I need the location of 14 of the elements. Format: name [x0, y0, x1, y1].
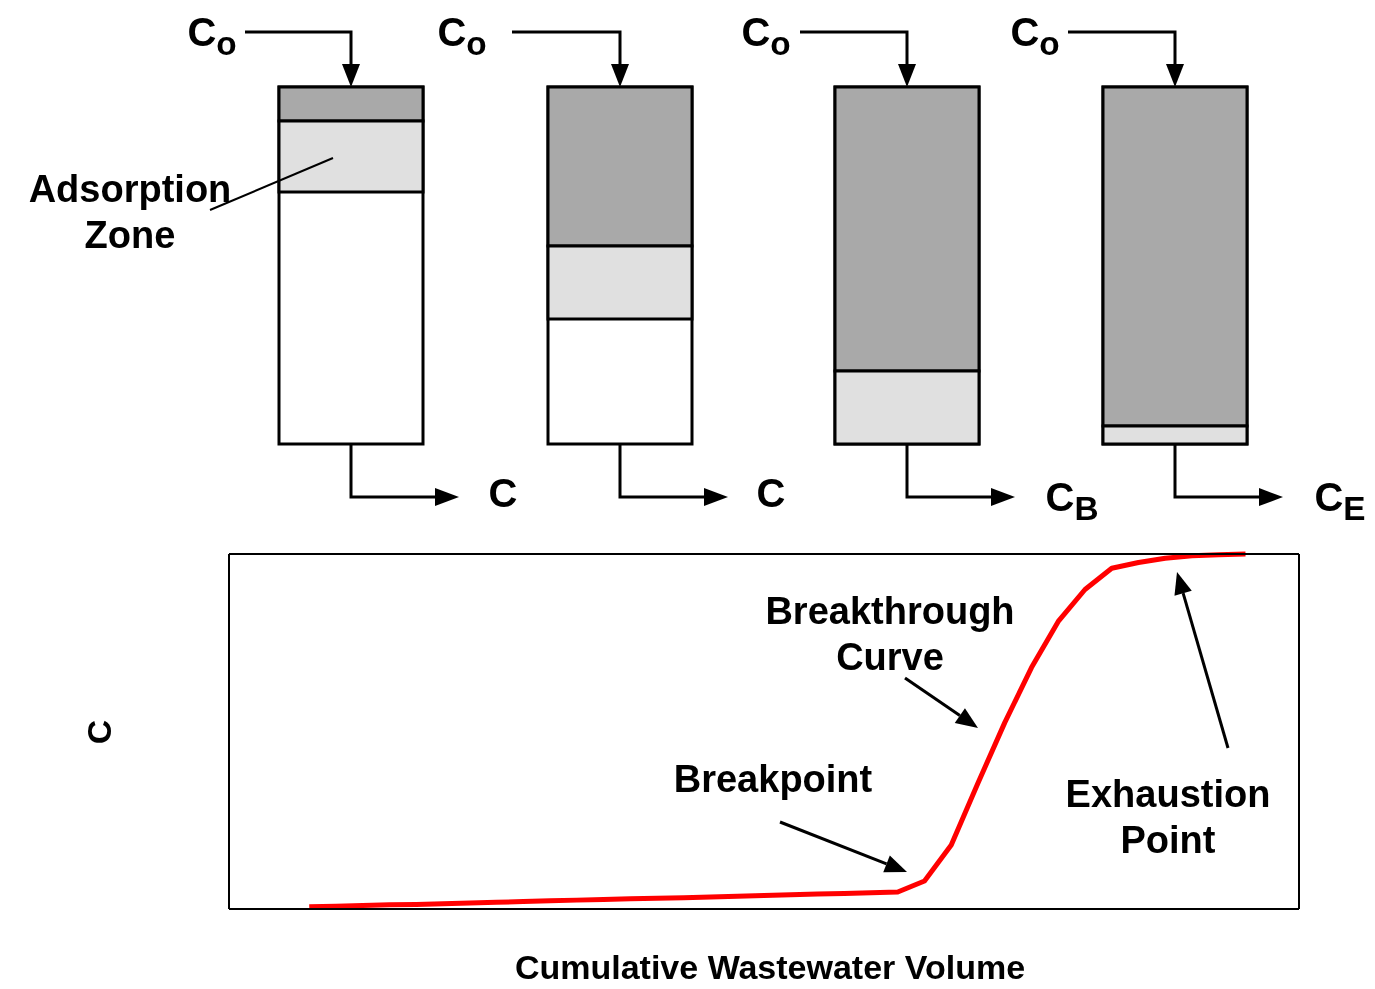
annotation: Breakpoint: [672, 757, 874, 803]
annotation: Breakthrough Curve: [764, 589, 1016, 680]
text: C$_{B}$: [1044, 474, 1100, 529]
text: C$_{o}$: [436, 9, 488, 64]
text: C: [487, 470, 519, 517]
text: C: [755, 470, 787, 517]
annotation: Exhaustion Point: [1064, 772, 1272, 863]
x-axis-title: Cumulative Wastewater Volume: [513, 948, 1027, 987]
text: C$_{o}$: [186, 9, 238, 64]
text: C$_{o}$: [740, 9, 792, 64]
text: C$_{E}$: [1313, 474, 1367, 529]
text: Adsorption Zone: [27, 167, 233, 258]
y-axis-title: C: [80, 718, 119, 747]
text: C$_{o}$: [1009, 9, 1061, 64]
